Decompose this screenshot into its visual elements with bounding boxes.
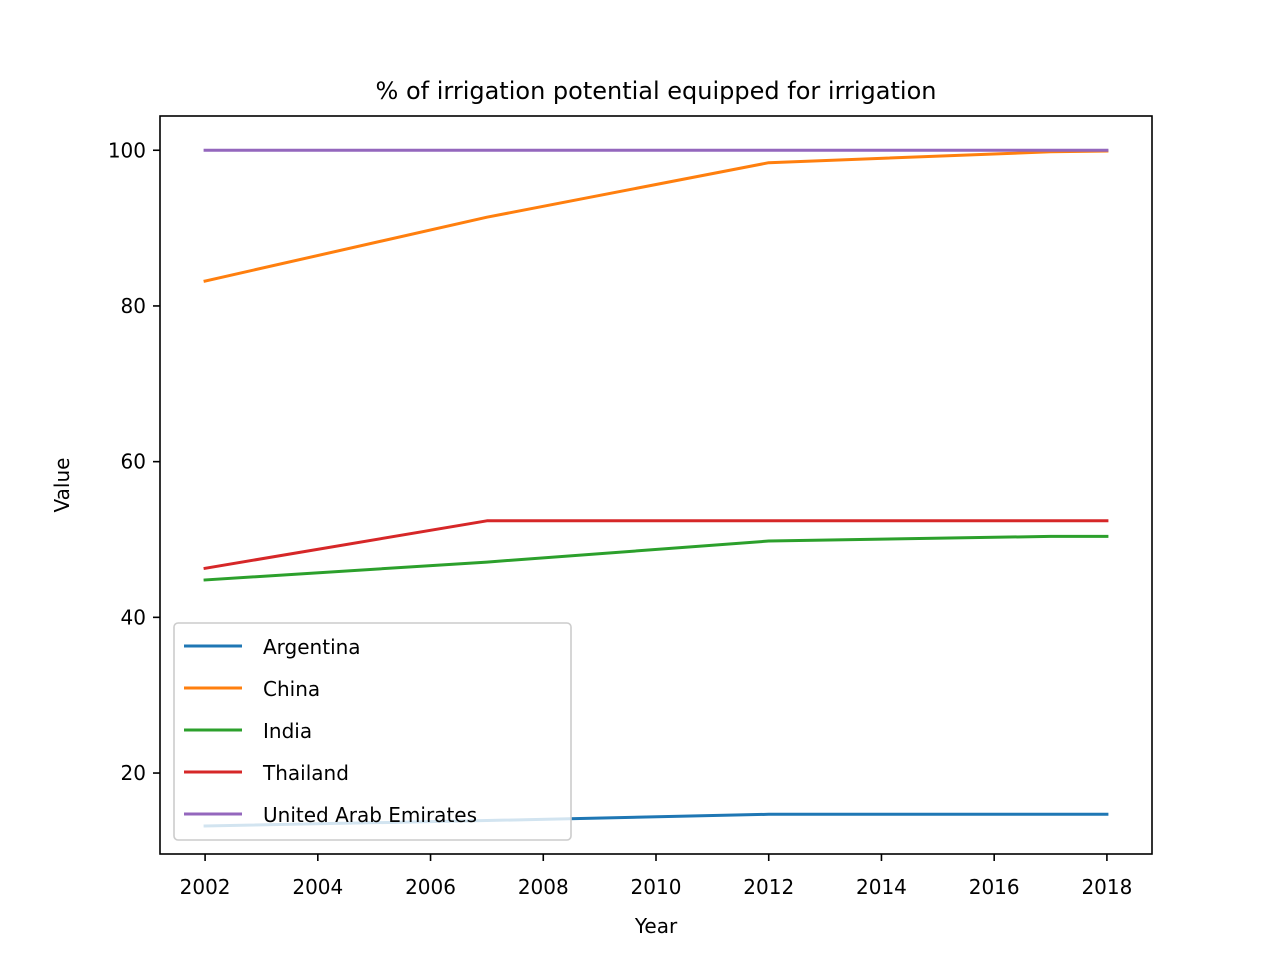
x-tick-label: 2010 (631, 875, 682, 899)
legend-label: India (263, 719, 312, 743)
y-axis-title: Value (50, 458, 74, 513)
legend-entry-united-arab-emirates: United Arab Emirates (184, 803, 477, 827)
y-axis: 20 40 60 80 100 (108, 138, 160, 785)
x-tick-label: 2012 (743, 875, 794, 899)
x-axis-title: Year (634, 914, 678, 938)
x-axis: 2002 2004 2006 2008 2010 2012 2014 2016 2018 (180, 854, 1132, 899)
legend-label: Thailand (262, 761, 349, 785)
x-tick-label: 2002 (180, 875, 231, 899)
x-tick-label: 2008 (518, 875, 569, 899)
y-tick-label: 100 (108, 138, 146, 162)
x-tick-label: 2004 (292, 875, 343, 899)
legend-entry-china: China (184, 677, 320, 701)
legend-label: United Arab Emirates (263, 803, 477, 827)
legend-box (173, 622, 572, 841)
y-tick-label: 80 (121, 294, 146, 318)
x-tick-label: 2006 (405, 875, 456, 899)
y-tick-label: 60 (121, 450, 146, 474)
x-tick-label: 2014 (856, 875, 907, 899)
series-line-thailand (203, 519, 1109, 571)
legend-entry-india: India (184, 719, 312, 743)
legend-entry-argentina: Argentina (184, 635, 361, 659)
y-tick-label: 40 (121, 605, 146, 629)
legend-entry-thailand: Thailand (184, 761, 349, 785)
x-tick-label: 2018 (1081, 875, 1132, 899)
legend-label: Argentina (263, 635, 361, 659)
legend: Argentina China India Thailand United Arab E… (173, 622, 572, 841)
y-tick-label: 20 (121, 761, 146, 785)
series-line-india (203, 534, 1109, 582)
chart-title: % of irrigation potential equipped for i… (376, 77, 937, 105)
x-tick-label: 2016 (969, 875, 1020, 899)
legend-label: China (263, 677, 320, 701)
